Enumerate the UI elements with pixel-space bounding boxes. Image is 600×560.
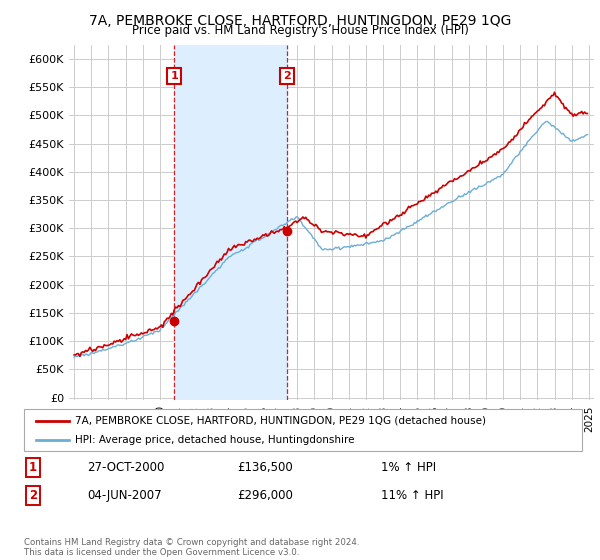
- Text: 27-OCT-2000: 27-OCT-2000: [87, 461, 164, 474]
- Text: 1% ↑ HPI: 1% ↑ HPI: [381, 461, 436, 474]
- Text: 7A, PEMBROKE CLOSE, HARTFORD, HUNTINGDON, PE29 1QG: 7A, PEMBROKE CLOSE, HARTFORD, HUNTINGDON…: [89, 14, 511, 28]
- Text: HPI: Average price, detached house, Huntingdonshire: HPI: Average price, detached house, Hunt…: [75, 435, 355, 445]
- Text: Price paid vs. HM Land Registry's House Price Index (HPI): Price paid vs. HM Land Registry's House …: [131, 24, 469, 37]
- Text: 1: 1: [170, 71, 178, 81]
- Text: 04-JUN-2007: 04-JUN-2007: [87, 489, 161, 502]
- Text: £296,000: £296,000: [237, 489, 293, 502]
- Text: £136,500: £136,500: [237, 461, 293, 474]
- Text: 2: 2: [29, 489, 37, 502]
- Text: Contains HM Land Registry data © Crown copyright and database right 2024.
This d: Contains HM Land Registry data © Crown c…: [24, 538, 359, 557]
- Text: 2: 2: [283, 71, 291, 81]
- Text: 11% ↑ HPI: 11% ↑ HPI: [381, 489, 443, 502]
- Text: 7A, PEMBROKE CLOSE, HARTFORD, HUNTINGDON, PE29 1QG (detached house): 7A, PEMBROKE CLOSE, HARTFORD, HUNTINGDON…: [75, 416, 486, 426]
- Bar: [174, 45, 287, 400]
- Text: 1: 1: [29, 461, 37, 474]
